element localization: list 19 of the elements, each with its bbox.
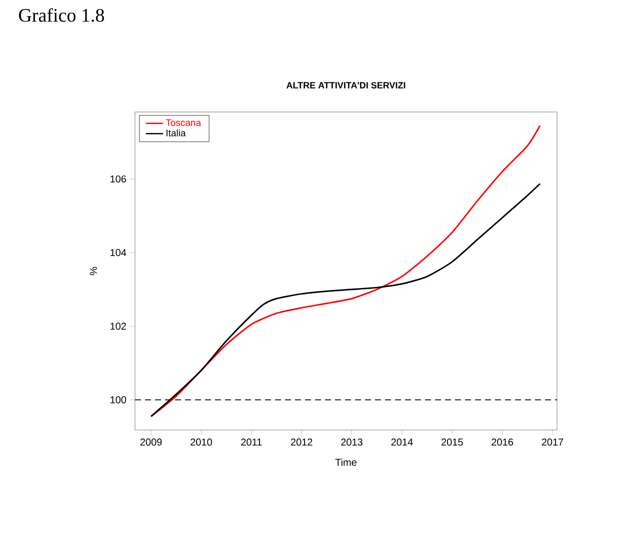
y-tick-label: 106 <box>110 175 126 183</box>
y-tick-label: 100 <box>110 396 126 404</box>
x-tick-label: 2015 <box>442 438 463 446</box>
x-tick-label: 2011 <box>241 438 262 446</box>
x-tick-label: 2014 <box>391 438 413 446</box>
x-tick-label: 2017 <box>542 438 564 446</box>
legend-label: Toscana <box>166 119 202 126</box>
chart-title: ALTRE ATTIVITA'DI SERVIZI <box>286 82 406 88</box>
y-axis-title: % <box>90 266 97 276</box>
x-axis-title: Time <box>335 458 356 466</box>
y-tick-label: 102 <box>110 322 126 330</box>
x-tick-label: 2013 <box>341 438 362 446</box>
x-tick-label: 2012 <box>290 438 312 446</box>
x-tick-label: 2016 <box>492 438 513 446</box>
x-tick-label: 2009 <box>140 438 162 446</box>
legend-label: Italia <box>166 129 186 136</box>
x-tick-label: 2010 <box>190 438 212 446</box>
y-tick-label: 104 <box>110 249 126 256</box>
text: Grafico 1.8 <box>18 8 104 22</box>
